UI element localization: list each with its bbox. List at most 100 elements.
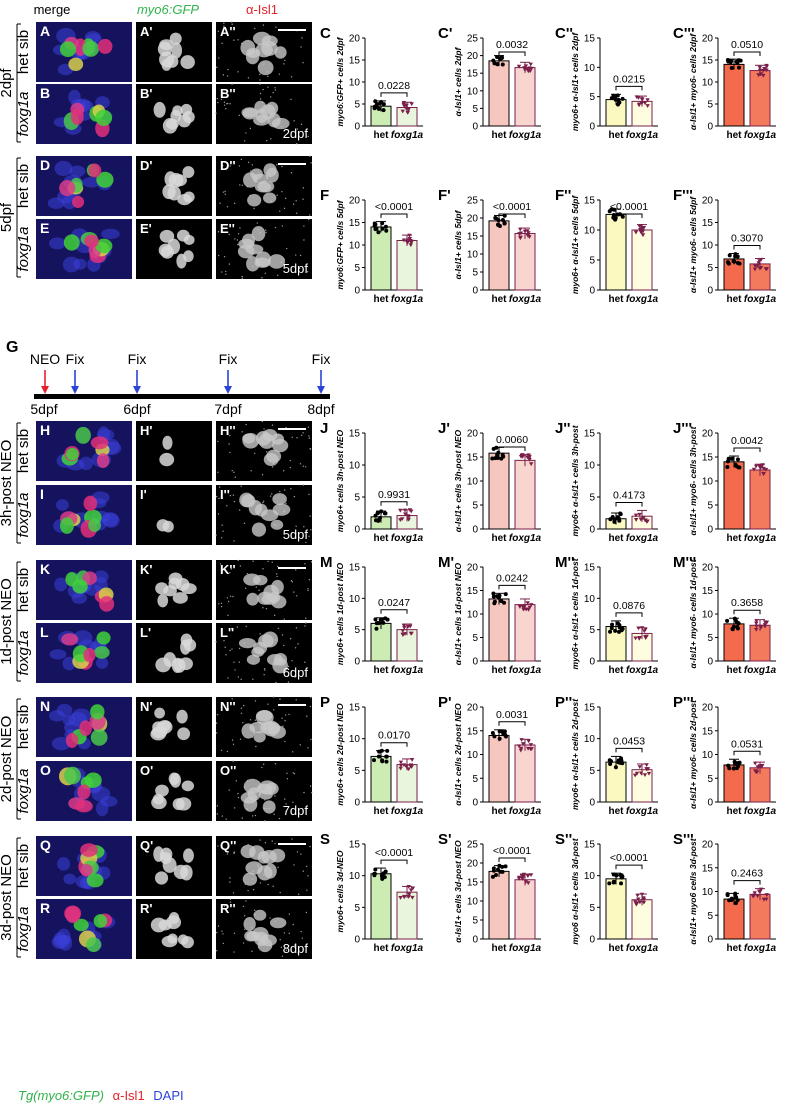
y-tick-label: 10 <box>702 78 714 89</box>
speckle <box>304 466 307 468</box>
isl1-cell <box>253 731 266 743</box>
dapi-nucleus <box>82 176 101 188</box>
speckle <box>276 164 278 166</box>
y-tick-label: 5 <box>354 263 360 274</box>
data-point <box>527 605 532 610</box>
y-tick-label: 15 <box>349 218 361 229</box>
y-tick-label: 10 <box>702 241 714 252</box>
speckle <box>226 102 228 105</box>
arrowhead <box>71 386 79 394</box>
x-tick-label: het <box>609 943 625 954</box>
speckle <box>302 432 304 434</box>
data-point <box>754 769 759 774</box>
y-tick-label: 10 <box>467 86 479 97</box>
merge-image: I <box>36 485 132 545</box>
data-point <box>379 509 384 514</box>
bar-foxg1a <box>396 891 418 940</box>
isl1-cell <box>271 117 290 130</box>
data-point <box>756 261 761 266</box>
data-point <box>518 227 523 232</box>
x-tick-label: het <box>727 533 743 544</box>
p-value: 0.0510 <box>731 39 763 51</box>
speckle <box>302 870 305 872</box>
isl1-cell <box>244 930 258 942</box>
merge-image: K <box>36 560 132 620</box>
panel-label: M' <box>438 554 454 571</box>
isl1-image: A'' <box>216 21 312 82</box>
speckle <box>219 202 221 204</box>
speckle <box>249 127 252 130</box>
data-point <box>526 739 531 744</box>
y-tick-label: 5 <box>589 92 595 103</box>
hair-cell <box>65 733 79 748</box>
p-value: 0.4173 <box>613 489 645 501</box>
gfp-cell <box>155 657 171 673</box>
dapi-nucleus <box>49 237 66 250</box>
speckle <box>219 563 222 565</box>
speckle <box>217 254 220 257</box>
chart-pp: P' 0 5 10 15 20 α-Isl1+ cells 2d-post NEO het fo… <box>438 694 542 817</box>
data-point <box>523 64 529 69</box>
gfp-cell <box>166 118 179 130</box>
speckle <box>274 89 277 91</box>
y-axis-label: myo6+ α-Isl1+ cells 1d-post <box>570 557 580 669</box>
y-tick-label: 20 <box>349 34 361 45</box>
fix-label: Fix <box>312 351 331 367</box>
speckle <box>261 766 263 769</box>
hair-cell <box>95 109 113 126</box>
speckle <box>267 883 269 886</box>
speckle <box>236 243 239 246</box>
data-point <box>518 746 524 751</box>
speckle <box>237 233 240 235</box>
isl1-image: D'' <box>216 155 312 216</box>
significance-bracket <box>498 584 526 590</box>
data-point <box>373 867 378 872</box>
data-point <box>378 515 383 520</box>
gfp-background <box>136 485 212 545</box>
data-point <box>732 616 737 621</box>
speckle <box>223 22 225 24</box>
speckle <box>263 674 265 676</box>
gfp-background <box>136 697 212 757</box>
data-point <box>516 875 522 880</box>
panel-label: C''' <box>673 25 695 42</box>
y-tick-label: 5 <box>472 916 478 927</box>
bar-het <box>370 755 392 803</box>
data-point <box>405 238 410 243</box>
isl1-image: Q'' <box>216 836 312 896</box>
speckle <box>272 91 274 94</box>
panel-label: P'' <box>555 694 572 711</box>
speckle <box>288 713 290 716</box>
speckle <box>305 617 307 619</box>
fix-label: Fix <box>128 351 147 367</box>
speckle <box>216 66 218 69</box>
panel-label: M'' <box>555 554 575 571</box>
data-point <box>752 761 758 766</box>
hair-cell <box>90 704 105 720</box>
speckle <box>229 451 231 454</box>
panel-label: A <box>40 23 50 39</box>
chart-m: M 0 5 10 15 myo6+ cells 1d-post NEO het foxg1a 0… <box>320 554 424 676</box>
bar-het <box>723 63 745 127</box>
speckle <box>229 571 231 574</box>
condition-label: het sib <box>15 164 32 208</box>
isl1-cell <box>260 721 277 735</box>
gfp-cell <box>155 784 169 797</box>
isl1-cell <box>240 844 256 859</box>
y-tick-label: 20 <box>702 563 714 574</box>
speckle <box>224 168 226 170</box>
merge-image: E <box>36 219 132 279</box>
speckle <box>290 76 293 78</box>
isl1-cell <box>266 101 279 115</box>
y-tick-label: 10 <box>702 887 714 898</box>
speckle <box>265 139 268 142</box>
dapi-nucleus <box>47 197 65 209</box>
panel-label: J'' <box>555 420 570 437</box>
x-tick-label: het <box>492 130 508 141</box>
speckle <box>249 719 252 721</box>
x-tick-label: foxg1a <box>744 806 777 817</box>
isl1-cell <box>252 173 269 184</box>
speckle <box>284 714 287 716</box>
data-point <box>761 471 766 476</box>
speckle <box>310 529 312 531</box>
